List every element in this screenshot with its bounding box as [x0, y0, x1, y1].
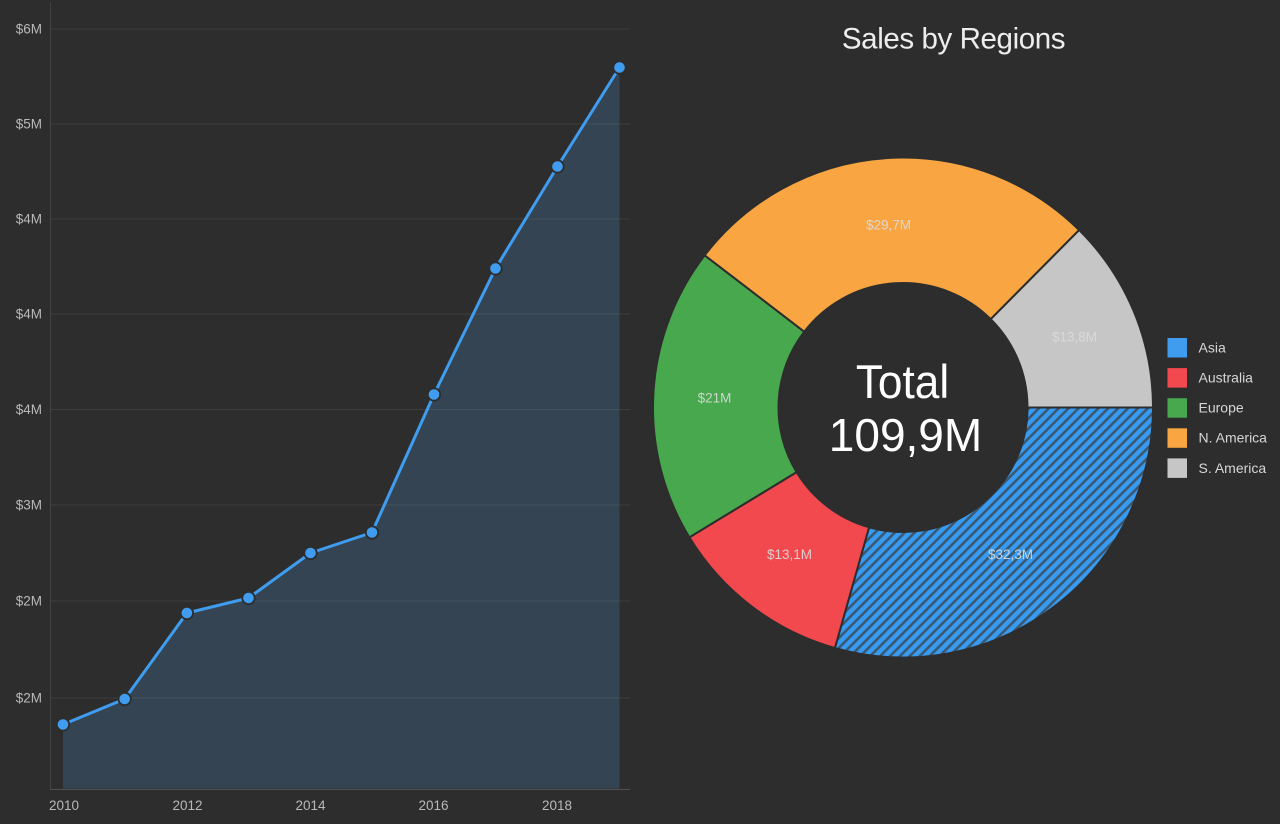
svg-text:2016: 2016 — [418, 798, 448, 813]
svg-text:Total: Total — [856, 356, 949, 409]
svg-text:2018: 2018 — [542, 798, 572, 813]
svg-text:$32,3M: $32,3M — [988, 547, 1033, 562]
svg-text:$21M: $21M — [698, 391, 732, 406]
svg-text:$6M: $6M — [16, 22, 42, 37]
svg-text:$13,8M: $13,8M — [1052, 330, 1097, 345]
svg-text:109,9M: 109,9M — [829, 409, 982, 461]
svg-text:Europe: Europe — [1199, 400, 1244, 416]
svg-text:$5M: $5M — [16, 117, 42, 132]
svg-text:Asia: Asia — [1199, 339, 1226, 355]
svg-text:2012: 2012 — [172, 798, 202, 813]
svg-text:$29,7M: $29,7M — [866, 218, 911, 233]
svg-text:S. America: S. America — [1199, 460, 1267, 476]
svg-text:2010: 2010 — [49, 798, 79, 813]
svg-text:$2M: $2M — [16, 594, 42, 609]
svg-text:$3M: $3M — [16, 498, 42, 513]
svg-text:$13,1M: $13,1M — [767, 547, 812, 562]
svg-text:2014: 2014 — [295, 798, 326, 813]
svg-text:N. America: N. America — [1199, 430, 1268, 446]
svg-text:$4M: $4M — [16, 307, 42, 322]
svg-text:$4M: $4M — [16, 212, 42, 227]
svg-text:$2M: $2M — [16, 691, 42, 706]
svg-text:Sales by Regions: Sales by Regions — [842, 23, 1065, 56]
svg-text:Australia: Australia — [1199, 370, 1254, 386]
svg-text:$4M: $4M — [16, 402, 42, 417]
